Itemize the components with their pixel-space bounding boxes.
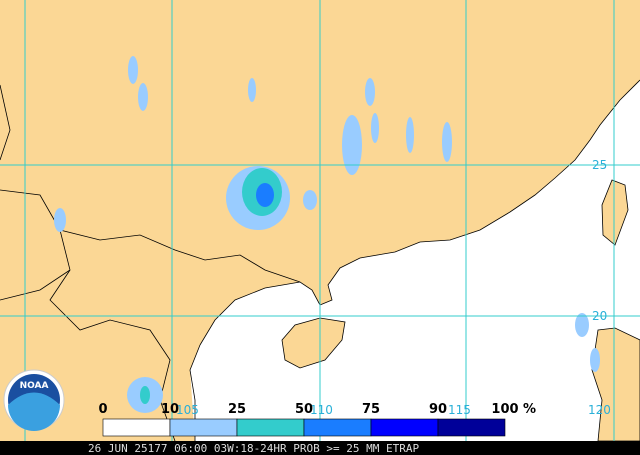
sea bbox=[190, 300, 640, 441]
legend-label: 100 bbox=[491, 402, 518, 417]
legend-label: 75 bbox=[362, 402, 380, 417]
island bbox=[601, 179, 629, 246]
longitude-label: 115 bbox=[448, 403, 471, 417]
footer-text: 26 JUN 25177 06:00 03W:18-24HR PROB >= 2… bbox=[88, 442, 420, 455]
border bbox=[0, 189, 301, 283]
legend-label: 90 bbox=[429, 402, 447, 417]
legend-label: 50 bbox=[295, 402, 313, 417]
border bbox=[0, 84, 11, 161]
legend-swatch bbox=[437, 418, 506, 437]
border bbox=[49, 229, 176, 442]
border bbox=[0, 269, 71, 301]
legend-label: 25 bbox=[228, 402, 246, 417]
logo: NOAA bbox=[3, 369, 65, 431]
longitude-label: 120 bbox=[588, 403, 611, 417]
legend-swatch bbox=[236, 418, 305, 437]
legend-swatch bbox=[303, 418, 372, 437]
longitude-label: 110 bbox=[310, 403, 333, 417]
legend: 0 10 25 50 75 90 100% bbox=[98, 402, 536, 437]
footer-bar bbox=[0, 441, 640, 455]
precipitation bbox=[54, 56, 600, 413]
logo-text: NOAA bbox=[20, 381, 49, 391]
legend-swatch bbox=[102, 418, 171, 437]
legend-swatch bbox=[169, 418, 238, 437]
latitude-label: 25 bbox=[592, 158, 607, 172]
latitude-label: 20 bbox=[592, 309, 607, 323]
island bbox=[281, 317, 346, 369]
legend-label: 0 bbox=[98, 402, 107, 417]
graticule bbox=[0, 0, 640, 441]
legend-label: % bbox=[523, 402, 536, 417]
longitude-label: 105 bbox=[176, 403, 199, 417]
legend-swatch bbox=[370, 418, 439, 437]
legend-label: 10 bbox=[161, 402, 179, 417]
coastline bbox=[199, 79, 640, 346]
